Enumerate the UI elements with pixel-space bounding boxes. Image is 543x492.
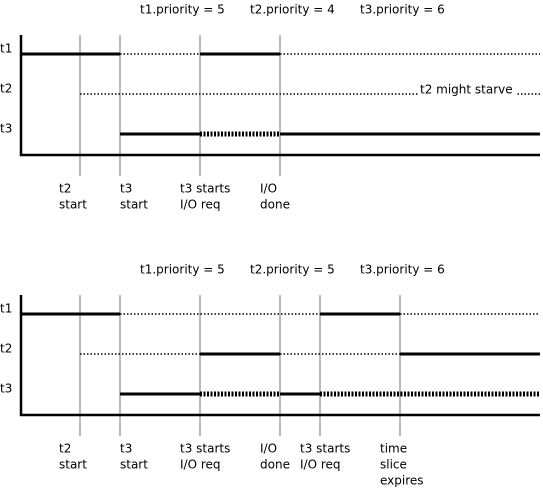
- event-label: t3: [120, 442, 132, 456]
- priority-label: t3.priority = 6: [360, 263, 445, 277]
- thread-label: t2: [0, 342, 12, 356]
- annotation: t2 might starve: [420, 83, 513, 97]
- event-label: I/O: [260, 442, 277, 456]
- event-label: start: [120, 198, 148, 212]
- event-label: I/O req: [180, 458, 221, 472]
- event-label: t2: [59, 182, 71, 196]
- thread-label: t3: [0, 382, 12, 396]
- priority-label: t2.priority = 5: [250, 263, 335, 277]
- event-label: start: [59, 198, 87, 212]
- event-label: I/O req: [180, 198, 221, 212]
- event-label: expires: [380, 474, 424, 488]
- event-label: t3 starts: [300, 442, 350, 456]
- event-label: I/O req: [300, 458, 341, 472]
- event-label: time: [380, 442, 407, 456]
- event-label: start: [120, 458, 148, 472]
- event-label: t3 starts: [180, 442, 230, 456]
- event-label: t2: [59, 442, 71, 456]
- event-label: I/O: [260, 182, 277, 196]
- event-label: slice: [380, 458, 407, 472]
- event-label: done: [260, 198, 290, 212]
- priority-label: t3.priority = 6: [360, 3, 445, 17]
- event-label: done: [260, 458, 290, 472]
- thread-label: t1: [0, 302, 12, 316]
- priority-label: t1.priority = 5: [140, 3, 225, 17]
- thread-label: t3: [0, 122, 12, 136]
- event-label: t3: [120, 182, 132, 196]
- annotation-bg: [418, 83, 516, 97]
- priority-label: t1.priority = 5: [140, 263, 225, 277]
- priority-label: t2.priority = 4: [250, 3, 335, 17]
- thread-label: t1: [0, 42, 12, 56]
- event-label: t3 starts: [180, 182, 230, 196]
- event-label: start: [59, 458, 87, 472]
- thread-label: t2: [0, 82, 12, 96]
